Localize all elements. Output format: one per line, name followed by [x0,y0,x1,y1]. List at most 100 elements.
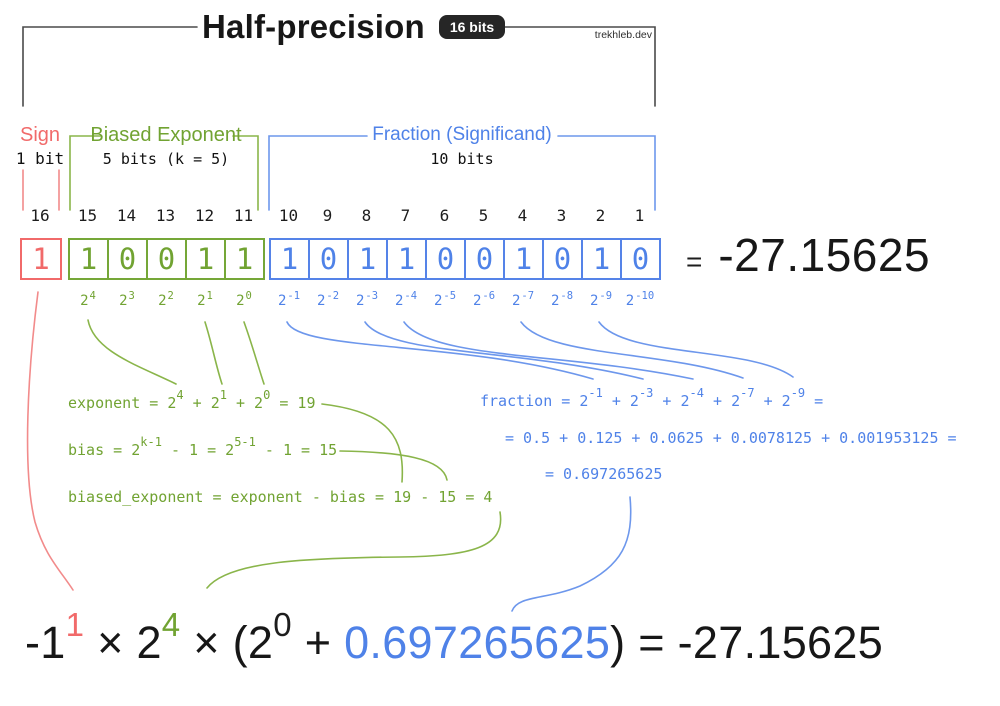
formula-text: × 2 [84,617,162,668]
formula-text: = 19 [270,394,316,412]
superscript: -4 [689,386,704,400]
formula-text: 0.697265625 [344,617,611,668]
power-exponent: -1 [287,290,301,302]
exponent-section-label: Biased Exponent [90,124,242,146]
power-base: 2 [433,293,443,309]
power-base: 2 [589,293,599,309]
exponent-bracket-left [69,135,101,211]
exp-power4-curve [87,319,177,385]
frac-power-4-curve [403,321,694,380]
power-exponent: -10 [635,290,655,302]
bit-index-12: 12 [194,206,215,225]
power-exponent: -5 [443,290,457,302]
superscript: 4 [161,606,181,643]
power-of-2-label: 2-6 [472,290,496,309]
formula-text: + 2 [602,392,639,410]
watermark: trekhleb.dev [594,29,652,41]
formula-text: bias = 2 [68,441,141,459]
formula-text: + 2 [754,392,791,410]
formula-text: - 1 = 15 [255,441,338,459]
power-of-2-label: 2-10 [625,290,655,309]
bit-index-3: 3 [556,206,567,225]
formula-text: = 0.697265625 [545,465,663,483]
power-base: 2 [625,293,635,309]
formula-text: exponent = 2 [68,394,177,412]
superscript: -7 [740,386,755,400]
power-of-2-label: 23 [119,290,135,309]
fraction-to-equation-curve [511,496,632,612]
bias15-curve [339,450,448,481]
biased-exponent-formula: biased_exponent = exponent - bias = 19 -… [68,488,492,506]
power-of-2-label: 2-3 [356,290,378,309]
power-of-2-label: 2-4 [395,290,418,309]
bit-index-8: 8 [361,206,372,225]
sign-bit-cells: 1 [20,238,62,280]
formula-text: + 2 [226,394,264,412]
biased-exponent-to-equation-curve [206,511,502,589]
bit-index-15: 15 [77,206,98,225]
power-exponent: 2 [167,290,174,302]
fraction-bit-cell: 0 [464,238,505,280]
power-base: 2 [80,293,89,309]
power-of-2-label: 2-5 [433,290,457,309]
power-base: 2 [316,293,326,309]
bit-index-16: 16 [30,206,50,225]
frac-power-1-curve [286,321,594,380]
power-base: 2 [197,293,206,309]
decimal-result-value: -27.15625 [718,229,931,281]
power-base: 2 [472,293,482,309]
formula-text: -1 [25,617,66,668]
exponent-bit-cell: 1 [68,238,109,280]
bit-index-6: 6 [439,206,450,225]
exponent-bracket-right [232,135,259,211]
power-exponent: -7 [521,290,535,302]
bit-index-7: 7 [400,206,411,225]
power-exponent: -4 [404,290,418,302]
power-of-2-label: 2-8 [551,290,573,309]
superscript: 5-1 [234,435,256,449]
exp-power0-curve [243,321,265,385]
fraction-bit-cell: 1 [269,238,310,280]
power-of-2-label: 2-9 [589,290,612,309]
sign-bit-cell: 1 [20,238,62,280]
exponent-section-sublabel: 5 bits (k = 5) [102,150,230,168]
bit-index-5: 5 [478,206,489,225]
fraction-bracket-right [557,135,656,211]
equals-sign: = [686,246,703,277]
formula-text: - 1 = 2 [161,441,235,459]
formula-text: × (2 [180,617,274,668]
bit-index-9: 9 [322,206,333,225]
fraction-section-label: Fraction (Significand) [372,124,552,145]
frac-power-7-curve [520,321,744,379]
fraction-section-sublabel: 10 bits [430,150,494,168]
bit-index-2: 2 [595,206,606,225]
power-of-2-label: 21 [197,290,213,309]
final-equation: -11 × 24 × (20 + 0.697265625) = -27.1562… [25,606,883,669]
superscript: 1 [65,606,85,643]
power-exponent: -6 [482,290,496,302]
power-base: 2 [511,293,521,309]
fraction-bit-cell: 1 [503,238,544,280]
fraction-bracket-left [268,135,368,211]
sign-section-sublabel: 1 bit [15,149,65,168]
superscript: 0 [273,606,292,643]
decimal-result: = -27.15625 [686,228,930,282]
power-of-2-label: 24 [80,290,96,309]
bias-formula: bias = 2k-1 - 1 = 25-1 - 1 = 15 [68,435,338,459]
exponent-bit-cell: 0 [107,238,148,280]
power-of-2-label: 20 [236,290,252,309]
formula-text: + 2 [703,392,741,410]
superscript: 4 [176,388,184,402]
bit-index-11: 11 [233,206,254,225]
superscript: -3 [638,386,654,400]
formula-text: biased_exponent = exponent - bias = 19 -… [68,488,493,506]
fraction-formula-line1: fraction = 2-1 + 2-3 + 2-4 + 2-7 + 2-9 = [480,386,823,410]
formula-text: + 2 [183,394,220,412]
power-of-2-label: 2-2 [316,290,339,309]
power-of-2-label: 22 [158,290,174,309]
power-of-2-label: 2-1 [278,290,301,309]
bit-index-13: 13 [155,206,176,225]
